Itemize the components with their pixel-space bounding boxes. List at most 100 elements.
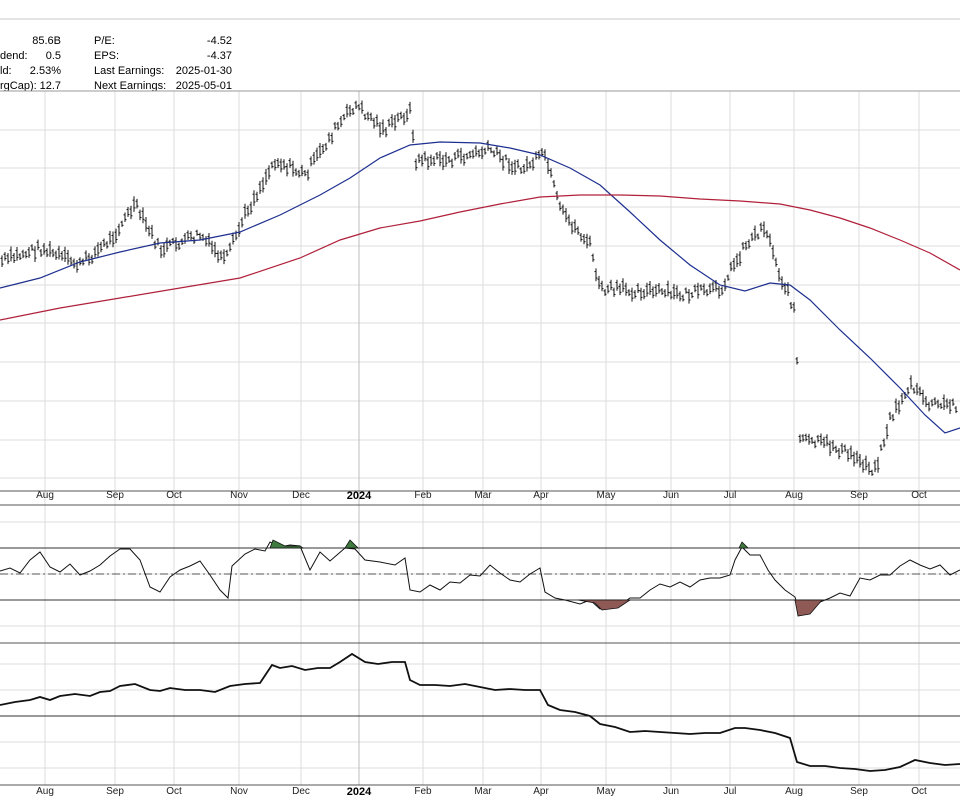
price-bar	[831, 440, 835, 452]
price-bar	[285, 163, 289, 177]
price-bar	[309, 156, 313, 167]
price-bar	[777, 268, 781, 282]
oversold-fill	[577, 599, 632, 611]
x-axis-ticks: Aug Sep Oct Nov Dec 2024 Feb Mar Apr May Jun Jul Aug…	[36, 490, 927, 798]
price-bar	[495, 146, 499, 156]
price-bar	[855, 450, 859, 464]
x-tick-label-bottom: Aug	[36, 786, 54, 797]
info-top-value2: -4.52	[207, 35, 232, 47]
price-bar	[291, 160, 295, 177]
price-bar	[492, 150, 496, 158]
price-bar	[117, 223, 121, 237]
price-bar	[270, 161, 274, 169]
price-bar	[693, 284, 697, 293]
price-bar	[672, 283, 676, 300]
price-bar	[738, 251, 742, 267]
price-bar	[381, 119, 385, 135]
price-bar	[633, 290, 637, 299]
price-bar	[780, 276, 784, 290]
price-bar	[435, 152, 439, 160]
price-bar	[642, 289, 646, 300]
price-bar	[318, 143, 322, 159]
price-bar	[564, 208, 568, 223]
price-bar	[183, 232, 187, 244]
price-bar	[81, 258, 85, 266]
price-bar	[300, 164, 304, 177]
price-bar	[396, 112, 400, 123]
x-tick-label-bottom: Jun	[663, 786, 679, 797]
price-bar	[645, 282, 649, 297]
price-bar	[303, 170, 307, 177]
price-bar	[423, 151, 427, 162]
price-bar	[654, 284, 658, 297]
price-bar	[96, 242, 100, 257]
price-bar	[900, 393, 904, 405]
price-bar	[948, 399, 952, 414]
x-tick-label-top: Jul	[724, 490, 737, 501]
price-bar	[528, 161, 532, 169]
x-tick-label-bottom: 2024	[347, 786, 372, 798]
price-bar	[78, 257, 82, 266]
price-bar	[27, 247, 31, 258]
price-bar	[54, 250, 58, 260]
price-bar	[468, 150, 472, 159]
price-bar	[282, 159, 286, 170]
price-bar	[570, 221, 574, 235]
price-bar	[99, 241, 103, 253]
price-bar	[489, 147, 493, 154]
price-bar	[750, 232, 754, 242]
price-bar	[681, 294, 685, 302]
price-bar	[294, 168, 298, 176]
price-bar	[873, 459, 877, 473]
price-bar	[360, 100, 364, 114]
x-tick-label-bottom: Jul	[724, 786, 737, 797]
info-top-value: 85.6B	[32, 35, 61, 47]
x-tick-label-top: Sep	[106, 490, 124, 501]
info-row-2-value: 12.7	[40, 80, 61, 92]
price-bar	[114, 228, 118, 244]
info-row-1-label2: Last Earnings:	[94, 65, 164, 77]
price-bar	[372, 117, 376, 129]
price-bar	[147, 225, 151, 237]
price-bar	[804, 433, 808, 442]
price-bar	[771, 245, 775, 260]
price-bar	[30, 244, 34, 251]
price-bar	[450, 158, 454, 169]
price-bar	[342, 113, 346, 121]
price-bar	[885, 424, 889, 440]
info-row-2-label2: Next Earnings:	[94, 80, 166, 92]
price-bar	[819, 433, 823, 446]
info-top-label2: P/E:	[94, 35, 115, 47]
price-bar	[39, 249, 43, 257]
price-bar	[708, 283, 712, 295]
price-bar	[417, 153, 421, 164]
price-bar	[561, 204, 565, 215]
overbought-fill	[269, 539, 305, 549]
price-bar	[24, 250, 28, 259]
price-bar	[120, 220, 124, 227]
price-bar	[666, 280, 670, 297]
price-bar	[555, 190, 559, 201]
price-bar	[36, 239, 40, 251]
price-bar	[486, 140, 490, 151]
price-bar	[501, 155, 505, 171]
price-bar	[498, 149, 502, 163]
price-bar	[456, 148, 460, 159]
price-bar	[906, 387, 910, 395]
price-bar	[801, 434, 805, 442]
price-bar	[57, 245, 61, 260]
price-bar	[630, 287, 634, 302]
price-bar	[405, 108, 409, 122]
price-bar	[387, 118, 391, 127]
price-bar	[774, 257, 778, 267]
price-bar	[735, 253, 739, 268]
price-bar	[840, 443, 844, 454]
price-bar	[858, 453, 862, 468]
price-bar	[249, 201, 253, 215]
price-bar	[141, 207, 145, 224]
price-bar	[609, 279, 613, 291]
price-bar	[453, 152, 457, 161]
info-row-0-label2: EPS:	[94, 50, 119, 62]
price-bar	[216, 250, 220, 263]
